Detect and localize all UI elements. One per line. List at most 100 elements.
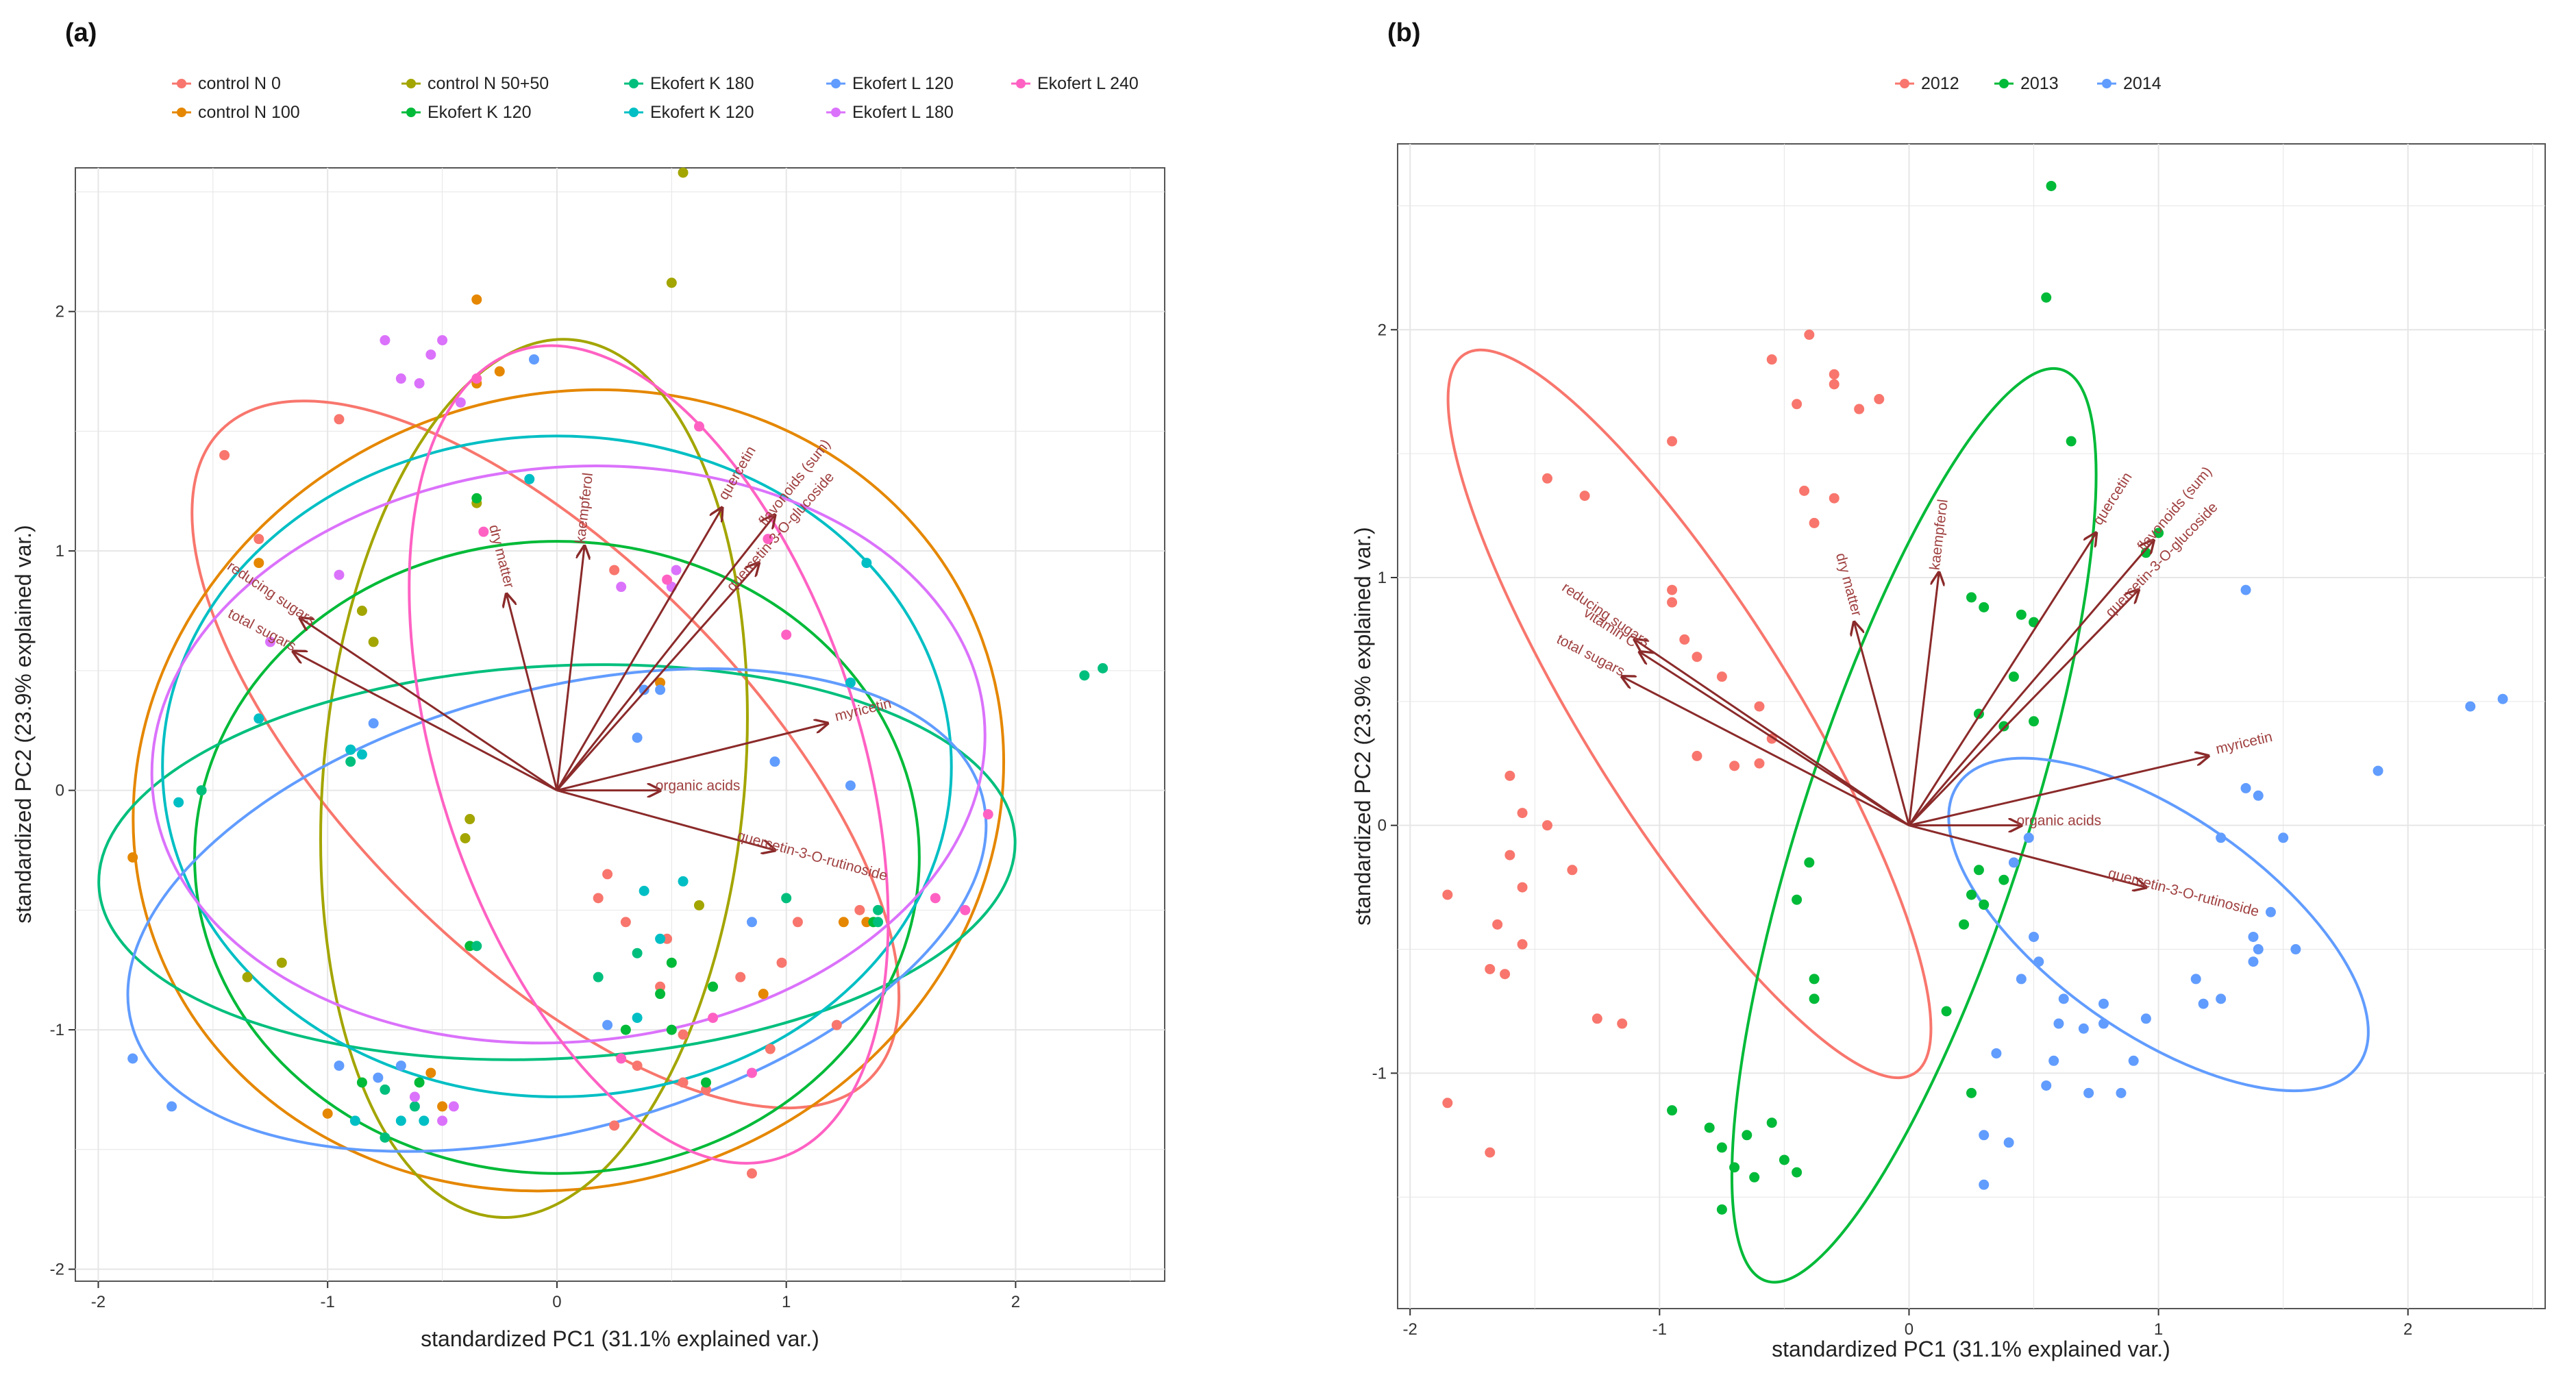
point-control-n-100-1-4 — [425, 1067, 436, 1078]
point-ekofert-k-120-3-9 — [708, 982, 718, 992]
y-tick-label: -1 — [1372, 1064, 1387, 1083]
point-control-n-50-50-2-5 — [460, 833, 471, 843]
point-control-n-0-0-2 — [253, 534, 264, 544]
point-ekofert-k-120-3-5 — [667, 958, 677, 968]
point-ekofert-l-240-8-7 — [708, 1013, 718, 1023]
legend-label-2014-2: 2014 — [2123, 74, 2162, 93]
point-ekofert-k-180-4-7 — [632, 948, 643, 958]
point-ekofert-l-180-7-11 — [437, 1115, 447, 1126]
point-2013-1-6 — [1979, 602, 1989, 613]
point-ekofert-k-120-3-2 — [471, 493, 482, 504]
point-ekofert-k-120-5-5 — [419, 1115, 429, 1126]
point-2013-1-12 — [1998, 721, 2009, 732]
point-2014-2-16 — [2141, 1013, 2151, 1024]
point-2012-0-17 — [1717, 671, 1727, 682]
point-control-n-100-1-3 — [127, 852, 138, 863]
point-control-n-0-0-3 — [609, 565, 619, 576]
point-ekofert-l-240-8-4 — [983, 809, 993, 819]
point-2013-1-17 — [1966, 889, 1977, 900]
point-2012-0-1 — [1767, 354, 1777, 364]
y-tick-label: 1 — [55, 542, 64, 560]
point-2012-0-24 — [1518, 808, 1528, 818]
point-ekofert-l-240-8-1 — [694, 421, 704, 432]
point-2013-1-31 — [1749, 1172, 1759, 1183]
point-2012-0-28 — [1504, 850, 1515, 861]
point-2012-0-4 — [1854, 404, 1864, 415]
point-2012-0-8 — [1542, 473, 1552, 484]
point-2013-1-22 — [1809, 993, 1820, 1004]
legend-swatch-control-n-50-50-2 — [406, 79, 416, 88]
point-2014-2-25 — [1991, 1048, 2001, 1059]
panel-b: (b) 2012 2013 2014 reducing sugarsvitamin … — [1350, 18, 2545, 1361]
panel-a: (a) control N 0 control N 100 control N 50… — [11, 18, 1165, 1351]
point-ekofert-k-120-3-7 — [701, 1077, 711, 1087]
legend-swatch-ekofert-k-120-3 — [406, 108, 416, 117]
point-ekofert-k-180-4-1 — [345, 756, 356, 767]
point-2012-0-32 — [1500, 969, 1510, 979]
point-control-n-0-0-5 — [621, 917, 631, 927]
legend-label-ekofert-l-240-8: Ekofert L 240 — [1037, 74, 1139, 93]
point-2014-2-1 — [2498, 694, 2508, 704]
panel-label-b: (b) — [1387, 18, 1421, 47]
point-ekofert-l-240-8-6 — [930, 893, 941, 903]
point-ekofert-l-240-8-10 — [616, 1054, 626, 1064]
point-2013-1-29 — [1792, 1167, 1802, 1178]
point-control-n-100-1-0 — [471, 295, 482, 305]
x-tick-label: 2 — [2403, 1320, 2412, 1339]
point-2014-2-27 — [2083, 1088, 2094, 1098]
point-ekofert-k-180-4-8 — [380, 1133, 390, 1143]
point-2013-1-19 — [1959, 919, 1969, 930]
y-tick-label: 0 — [1378, 817, 1387, 835]
point-ekofert-k-120-5-0 — [345, 745, 356, 755]
point-2012-0-35 — [1617, 1019, 1627, 1029]
x-tick-label: -1 — [1652, 1320, 1667, 1339]
point-control-n-0-0-16 — [678, 1077, 689, 1087]
point-2013-1-18 — [1979, 900, 1989, 910]
point-ekofert-l-180-7-2 — [396, 373, 406, 384]
point-2014-2-2 — [2373, 766, 2383, 776]
point-2014-2-13 — [2191, 974, 2201, 984]
point-2013-1-7 — [2016, 610, 2027, 620]
y-tick-label: -1 — [50, 1021, 64, 1039]
point-2012-0-15 — [1679, 634, 1689, 645]
point-2013-1-27 — [1767, 1117, 1777, 1128]
point-control-n-0-0-1 — [334, 414, 344, 424]
point-2013-1-1 — [2041, 293, 2051, 303]
legend-swatch-2014-2 — [2102, 79, 2111, 88]
point-2014-2-4 — [2241, 783, 2251, 793]
y-tick-label: 2 — [55, 303, 64, 321]
legend-swatch-ekofert-k-120-5 — [629, 108, 639, 117]
point-2014-2-35 — [2009, 857, 2019, 867]
point-2014-2-31 — [2004, 1137, 2014, 1148]
point-ekofert-l-120-6-9 — [602, 1020, 612, 1030]
point-2014-2-9 — [2248, 932, 2258, 942]
point-ekofert-l-120-6-10 — [529, 354, 539, 364]
point-ekofert-l-180-7-12 — [410, 1091, 420, 1102]
point-ekofert-l-180-7-0 — [380, 335, 390, 345]
point-ekofert-k-120-3-0 — [357, 1077, 367, 1087]
point-control-n-0-0-0 — [219, 450, 230, 460]
point-ekofert-k-120-5-4 — [524, 474, 534, 484]
point-ekofert-l-120-6-1 — [166, 1101, 177, 1111]
point-2014-2-18 — [2033, 956, 2044, 967]
point-ekofert-k-120-5-1 — [357, 750, 367, 760]
point-ekofert-l-240-8-8 — [747, 1067, 757, 1078]
point-control-n-100-1-8 — [839, 917, 849, 927]
point-2013-1-2 — [2066, 436, 2077, 447]
point-control-n-0-0-7 — [735, 972, 745, 982]
legend-swatch-control-n-100-1 — [177, 108, 186, 117]
legend-b: 2012 2013 2014 — [1895, 74, 2162, 93]
point-2013-1-14 — [1792, 895, 1802, 905]
point-2013-1-9 — [2009, 671, 2019, 682]
point-2012-0-3 — [1792, 399, 1802, 409]
point-2014-2-7 — [2216, 832, 2226, 843]
x-tick-label: 0 — [1905, 1320, 1914, 1339]
point-ekofert-k-120-5-7 — [655, 934, 665, 944]
point-2014-2-26 — [2041, 1080, 2051, 1091]
point-control-n-50-50-2-1 — [667, 277, 677, 288]
x-tick-label: -2 — [91, 1293, 106, 1311]
point-2012-0-16 — [1692, 652, 1702, 662]
point-control-n-0-0-8 — [678, 1030, 689, 1040]
legend-label-ekofert-k-180-4: Ekofert K 180 — [650, 74, 754, 93]
point-2014-2-20 — [2098, 999, 2109, 1009]
